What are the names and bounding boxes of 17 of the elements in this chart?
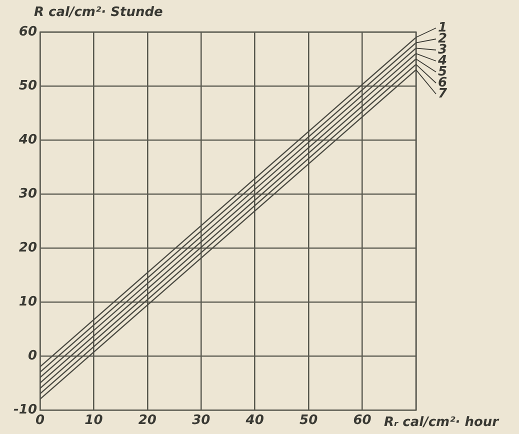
y-tick-label: 0 bbox=[28, 348, 37, 364]
x-tick-label: 60 bbox=[353, 413, 372, 428]
y-tick-label: 40 bbox=[18, 132, 37, 148]
y-tick-label: 30 bbox=[18, 186, 37, 202]
x-tick-label: 20 bbox=[138, 413, 156, 428]
x-axis-title: Rᵣ cal/cm²· hour bbox=[384, 414, 500, 430]
x-tick-label: 10 bbox=[84, 413, 103, 428]
x-tick-label: 30 bbox=[192, 413, 210, 428]
y-tick-label: 50 bbox=[18, 78, 37, 94]
x-tick-label: 40 bbox=[244, 413, 264, 428]
text: 7 bbox=[438, 86, 448, 102]
y-tick-label: 10 bbox=[18, 294, 37, 310]
y-tick-label: 20 bbox=[18, 240, 37, 256]
y-tick-label: 60 bbox=[18, 24, 37, 40]
y-axis-title: R cal/cm²· Stunde bbox=[34, 5, 164, 20]
y-tick-label: -10 bbox=[14, 402, 37, 418]
x-tick-label: 50 bbox=[300, 413, 318, 428]
